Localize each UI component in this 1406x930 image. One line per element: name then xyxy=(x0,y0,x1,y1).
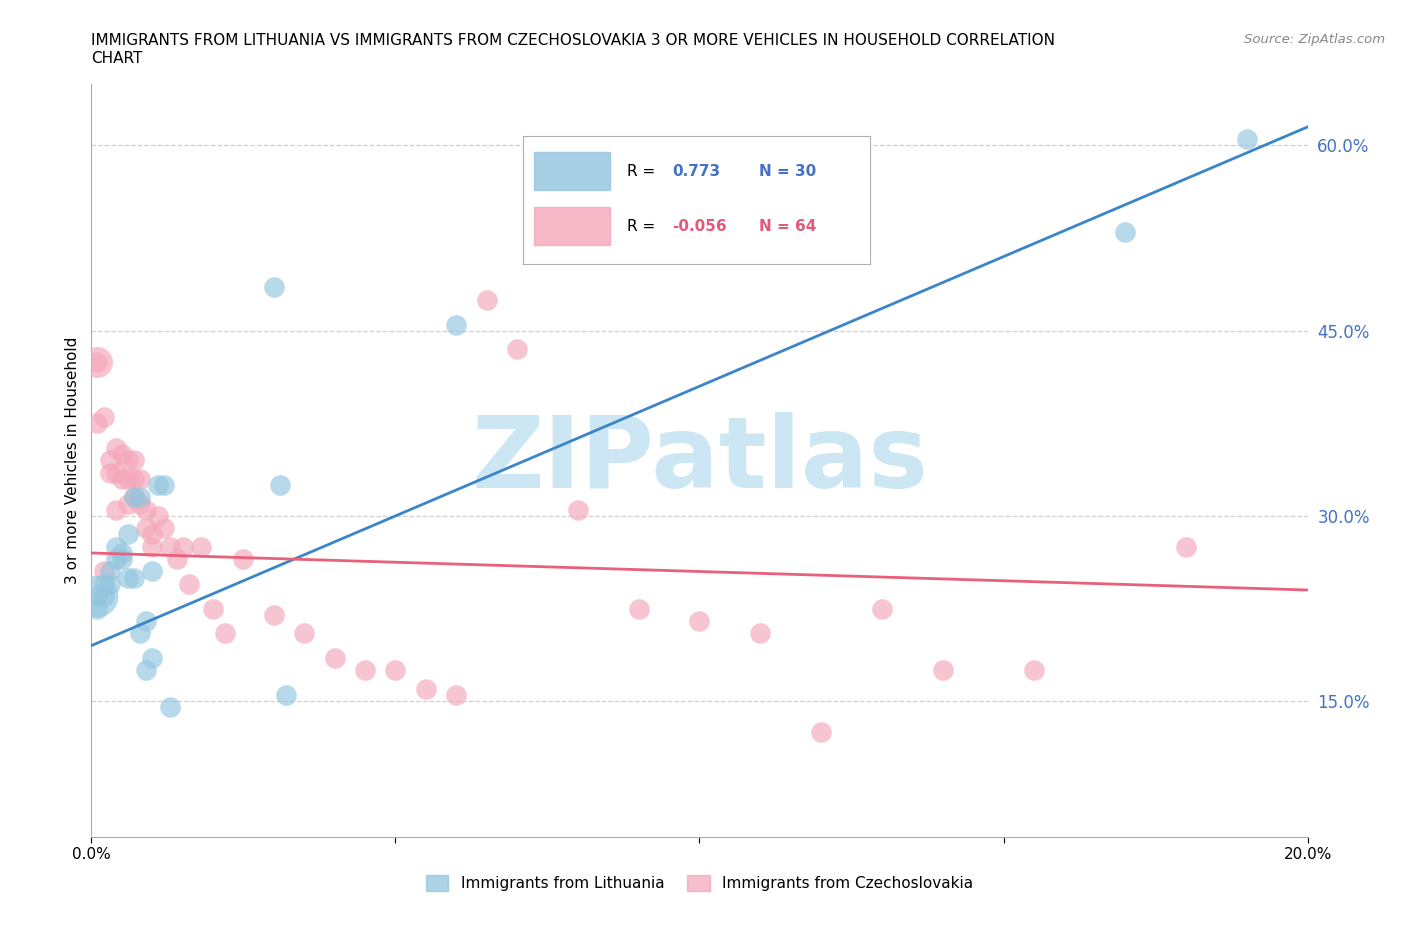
Point xyxy=(166,551,188,566)
Point xyxy=(122,490,145,505)
Point xyxy=(86,589,108,604)
Point xyxy=(129,472,152,486)
Text: CHART: CHART xyxy=(91,51,143,66)
Point xyxy=(263,607,285,622)
Point xyxy=(810,724,832,739)
Point xyxy=(415,682,437,697)
Point xyxy=(202,601,225,616)
Point xyxy=(117,453,139,468)
Point xyxy=(1174,539,1197,554)
Point xyxy=(111,446,134,461)
Point xyxy=(117,496,139,511)
Point xyxy=(506,341,529,356)
Point xyxy=(292,626,315,641)
Point xyxy=(567,502,589,517)
Point xyxy=(1236,132,1258,147)
Point xyxy=(98,453,121,468)
Point xyxy=(122,472,145,486)
Point xyxy=(475,292,498,307)
Point xyxy=(384,663,406,678)
Point xyxy=(323,650,346,665)
Point xyxy=(214,626,236,641)
Point xyxy=(104,465,127,480)
Point xyxy=(269,478,291,493)
Point xyxy=(129,626,152,641)
Point xyxy=(86,354,108,369)
Text: IMMIGRANTS FROM LITHUANIA VS IMMIGRANTS FROM CZECHOSLOVAKIA 3 OR MORE VEHICLES I: IMMIGRANTS FROM LITHUANIA VS IMMIGRANTS … xyxy=(91,33,1056,47)
Point xyxy=(93,410,115,425)
Legend: Immigrants from Lithuania, Immigrants from Czechoslovakia: Immigrants from Lithuania, Immigrants fr… xyxy=(419,869,980,897)
Point xyxy=(153,521,176,536)
Point xyxy=(688,614,710,629)
Point xyxy=(870,601,893,616)
Point xyxy=(104,441,127,456)
Point xyxy=(93,565,115,579)
Point xyxy=(135,521,157,536)
Point xyxy=(93,577,115,591)
Point xyxy=(86,354,108,369)
Point xyxy=(141,539,163,554)
Point xyxy=(135,502,157,517)
Point xyxy=(93,589,115,604)
Point xyxy=(86,416,108,431)
Point xyxy=(354,663,377,678)
Point xyxy=(111,546,134,561)
Point xyxy=(98,565,121,579)
Point xyxy=(1022,663,1045,678)
Point xyxy=(117,570,139,585)
Point xyxy=(104,539,127,554)
Point xyxy=(444,687,467,702)
Point xyxy=(148,509,170,524)
Point xyxy=(135,663,157,678)
Point xyxy=(153,478,176,493)
Point xyxy=(148,478,170,493)
Point xyxy=(190,539,212,554)
Point xyxy=(627,601,650,616)
Point xyxy=(141,650,163,665)
Point xyxy=(98,465,121,480)
Point xyxy=(141,527,163,542)
Point xyxy=(117,472,139,486)
Point xyxy=(135,614,157,629)
Point xyxy=(111,472,134,486)
Point xyxy=(122,570,145,585)
Point xyxy=(86,601,108,616)
Point xyxy=(141,565,163,579)
Point xyxy=(122,490,145,505)
Point xyxy=(172,539,194,554)
Text: ZIPatlas: ZIPatlas xyxy=(471,412,928,509)
Point xyxy=(274,687,297,702)
Point xyxy=(232,551,254,566)
Point xyxy=(117,527,139,542)
Point xyxy=(159,700,181,715)
Point xyxy=(159,539,181,554)
Point xyxy=(104,502,127,517)
Text: Source: ZipAtlas.com: Source: ZipAtlas.com xyxy=(1244,33,1385,46)
Point xyxy=(177,577,200,591)
Point xyxy=(749,626,772,641)
Point xyxy=(104,551,127,566)
Point xyxy=(1114,224,1136,239)
Point xyxy=(444,317,467,332)
Point xyxy=(86,589,108,604)
Point xyxy=(122,453,145,468)
Y-axis label: 3 or more Vehicles in Household: 3 or more Vehicles in Household xyxy=(65,337,80,584)
Point xyxy=(263,280,285,295)
Point xyxy=(931,663,953,678)
Point xyxy=(129,490,152,505)
Point xyxy=(98,577,121,591)
Point xyxy=(111,551,134,566)
Point xyxy=(129,496,152,511)
